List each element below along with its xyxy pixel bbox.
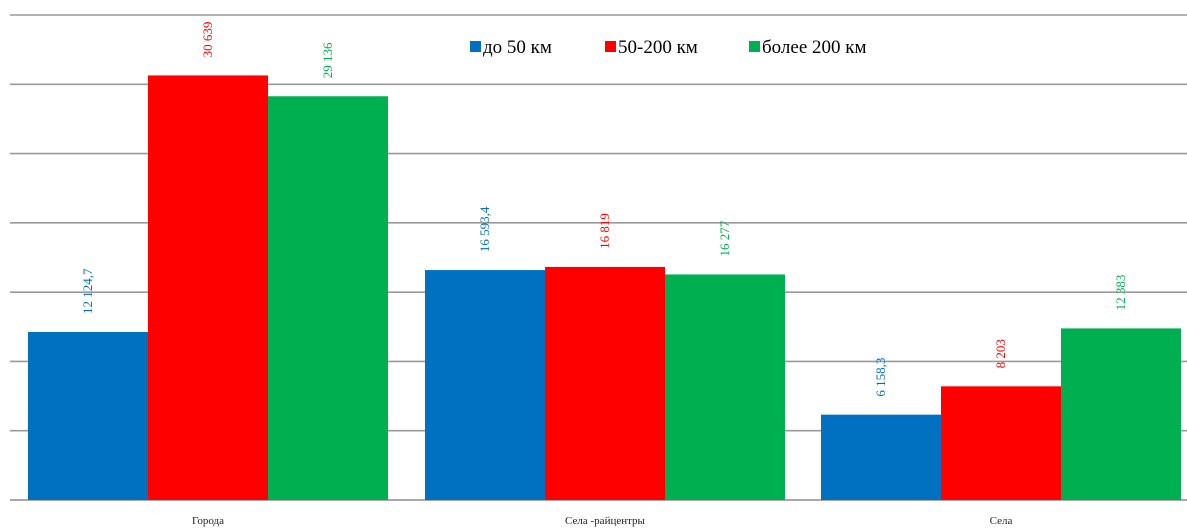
bar — [148, 75, 268, 500]
legend-label: до 50 км — [483, 37, 552, 58]
bar — [545, 266, 665, 500]
bar — [425, 270, 545, 500]
data-label: 30 639 — [200, 22, 215, 58]
legend-label: более 200 км — [762, 37, 867, 58]
x-axis: Города Села -райцентры Села — [192, 515, 1013, 527]
x-tick-label: Села -райцентры — [565, 515, 646, 527]
legend-item: 50-200 км — [605, 37, 698, 58]
legend-swatch — [605, 41, 616, 52]
bars — [28, 75, 1181, 500]
bar — [941, 386, 1061, 500]
legend-item: до 50 км — [470, 37, 552, 58]
bar — [821, 414, 941, 500]
data-label: 6 158,3 — [873, 358, 888, 397]
data-label: 16 819 — [597, 213, 612, 249]
legend-swatch — [749, 41, 760, 52]
data-label: 12 383 — [1113, 275, 1128, 311]
bar — [1061, 328, 1181, 500]
bar — [665, 274, 785, 500]
legend: до 50 км 50-200 км более 200 км — [470, 37, 867, 58]
legend-swatch — [470, 41, 481, 52]
legend-label: 50-200 км — [618, 37, 698, 58]
legend-item: более 200 км — [749, 37, 867, 58]
data-label: 8 203 — [993, 339, 1008, 368]
bar — [28, 331, 148, 500]
data-label: 16 277 — [717, 220, 732, 256]
data-labels: 12 124,7 30 639 29 136 16 593,4 16 819 16 277… — [80, 22, 1128, 397]
data-label: 12 124,7 — [80, 268, 95, 314]
bar — [268, 96, 388, 500]
x-tick-label: Города — [192, 515, 224, 527]
x-tick-label: Села — [990, 515, 1013, 527]
data-label: 16 593,4 — [477, 206, 492, 252]
data-label: 29 136 — [320, 42, 335, 78]
